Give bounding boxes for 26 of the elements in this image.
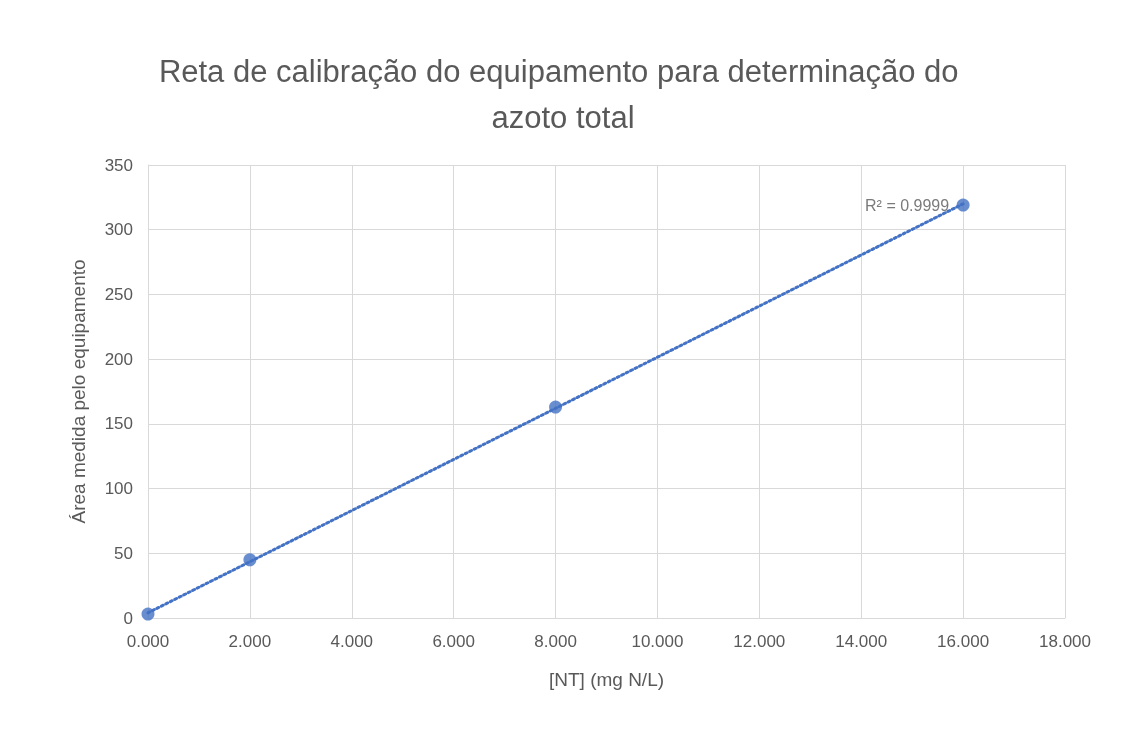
y-tick-label: 150 xyxy=(104,414,133,434)
x-tick-label: 4.000 xyxy=(330,632,374,651)
y-tick-label: 250 xyxy=(104,284,133,304)
x-tick-label: 12.000 xyxy=(733,632,786,651)
point xyxy=(141,607,155,621)
x-tick-label: 10.000 xyxy=(631,632,684,651)
x-tick-label: 16.000 xyxy=(937,632,990,651)
chart-title: Reta de calibração do equipamento para determinação do azoto total xyxy=(158,53,968,135)
x-tick-label: 0.000 xyxy=(126,632,170,651)
y-axis-title: Área medida pelo equipamento xyxy=(68,259,89,524)
x-tick-label: 2.000 xyxy=(228,632,272,651)
x-axis-title: [NT] (mg N/L) xyxy=(548,669,665,690)
y-tick-label: 50 xyxy=(114,543,133,563)
x-tick-label: 6.000 xyxy=(432,632,475,651)
y-tick-label: 300 xyxy=(104,220,133,240)
y-tick-label: 350 xyxy=(104,155,133,175)
point xyxy=(243,553,257,567)
x-tick-label: 14.000 xyxy=(835,632,888,651)
x-tick-label: 8.000 xyxy=(534,632,577,651)
y-tick-label: 200 xyxy=(104,349,133,369)
point xyxy=(956,198,970,212)
y-tick-label: 100 xyxy=(104,479,133,499)
y-tick-label: 0 xyxy=(123,608,133,628)
x-tick-label: 18.000 xyxy=(1039,632,1091,651)
annotation: R² = 0.9999 xyxy=(865,196,950,214)
point xyxy=(549,400,563,414)
